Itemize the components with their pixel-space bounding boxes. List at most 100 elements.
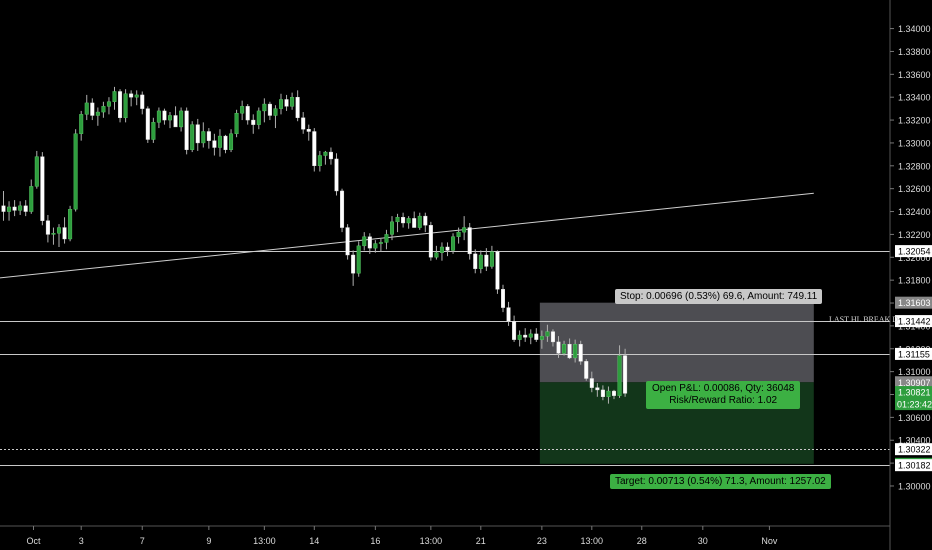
last-hl-break-label: LAST HL BREAK D (829, 315, 899, 324)
candle (240, 100, 245, 121)
candle-body (484, 254, 489, 267)
price-axis-label-bg (895, 459, 932, 472)
candle-body (328, 151, 333, 160)
candle (251, 114, 256, 134)
candle (562, 340, 567, 356)
candle-body (167, 115, 172, 121)
time-tick-label: Oct (26, 536, 41, 546)
candle (223, 134, 228, 154)
candle (1, 190, 6, 221)
candle-body (34, 156, 39, 187)
candle-body (95, 111, 100, 116)
candle-body (362, 236, 367, 247)
candle-body (106, 101, 111, 107)
candle-body (51, 233, 56, 235)
candle (301, 112, 306, 134)
candle-body (589, 378, 594, 388)
candle-body (417, 215, 422, 228)
candle (584, 359, 589, 381)
candle (451, 233, 456, 254)
candle (556, 336, 561, 358)
candle-body (617, 355, 622, 396)
candle (167, 112, 172, 129)
price-axis-label: 1.30322 (898, 445, 931, 455)
candle (29, 179, 34, 214)
countdown-label: 01:23:42 (897, 400, 932, 410)
candle (73, 129, 78, 212)
candle-body (240, 106, 245, 114)
candle-body (534, 333, 539, 340)
candle-body (1, 205, 6, 212)
price-axis-label-bg (895, 315, 932, 328)
candle-body (306, 129, 311, 132)
candle (550, 329, 555, 347)
price-tick-label: 1.31000 (898, 367, 931, 377)
candle-body (623, 355, 628, 394)
candle (512, 315, 517, 342)
candle (445, 242, 450, 257)
candle (256, 107, 261, 130)
candle-body (550, 331, 555, 343)
candle-body (600, 389, 605, 397)
candle (345, 224, 350, 260)
candle (517, 330, 522, 347)
price-tick-label: 1.33000 (898, 138, 931, 148)
candle-body (473, 253, 478, 269)
candle (273, 105, 278, 129)
candle (184, 107, 189, 155)
candle (95, 107, 100, 126)
candle-body (40, 156, 45, 221)
price-axis-label: 1.31442 (898, 317, 931, 327)
price-tick-label: 1.34000 (898, 24, 931, 34)
time-axis[interactable]: Oct 3 7 9 13:00 14 16 13:00 21 23 13:00 28 30 Nov (26, 526, 778, 546)
candle-body (412, 218, 417, 228)
candle (617, 345, 622, 398)
candle-body (29, 186, 34, 212)
candle-body (23, 205, 28, 212)
time-tick-label: 16 (370, 536, 380, 546)
candle (134, 90, 139, 106)
target-label: Target: 0.00713 (0.54%) 71.3, Amount: 12… (610, 474, 831, 489)
candle-body (556, 341, 561, 354)
candle (545, 324, 550, 342)
candle (417, 212, 422, 230)
candle (145, 106, 150, 143)
candle-body (612, 390, 617, 396)
candle-body (573, 343, 578, 359)
price-axis-label-bg (895, 296, 932, 309)
price-axis-label-bg (895, 386, 932, 411)
candle (173, 106, 178, 128)
candle-body (390, 221, 395, 235)
candle-body (234, 113, 239, 134)
candle (462, 216, 467, 241)
candle-body (373, 243, 378, 249)
candle (312, 128, 317, 172)
time-tick-label: 21 (476, 536, 486, 546)
time-tick-label: 28 (637, 536, 647, 546)
candle (523, 328, 528, 342)
price-axis[interactable]: 1.300001.302001.304001.306001.308001.310… (890, 24, 932, 491)
candle-body (151, 122, 156, 140)
candle-body (401, 217, 406, 224)
price-axis-label: 1.30907 (898, 378, 931, 388)
candle-body (378, 242, 383, 244)
candle (245, 104, 250, 125)
candle (201, 122, 206, 148)
candle (7, 201, 12, 221)
candle-body (173, 115, 178, 128)
candle-body (567, 343, 572, 359)
candle-body (62, 227, 67, 240)
candle-body (217, 135, 222, 148)
price-tick-label: 1.30400 (898, 436, 931, 446)
candle (367, 233, 372, 254)
candle-body (501, 289, 506, 308)
pnl-line: Open P&L: 0.00086, Qty: 36048 (652, 383, 795, 394)
candle-body (351, 254, 356, 274)
candle-body (462, 227, 467, 233)
candle-body (495, 251, 500, 290)
candle-body (545, 331, 550, 337)
candle-body (245, 106, 250, 121)
candle (506, 301, 511, 326)
